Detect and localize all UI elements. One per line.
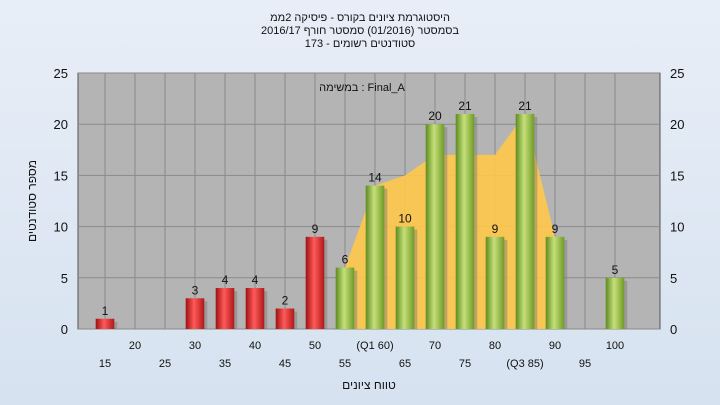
histogram-bar: [365, 185, 385, 329]
bar-value-label: 14: [368, 171, 382, 185]
bar-value-label: 9: [492, 222, 499, 236]
x-tick-label: 25: [159, 358, 171, 370]
bar-value-label: 9: [312, 222, 319, 236]
bar-value-label: 21: [518, 99, 532, 113]
x-tick-label: 15: [99, 358, 111, 370]
y-tick-label-left: 25: [54, 66, 68, 81]
y-tick-label-left: 0: [61, 322, 68, 337]
y-tick-label-right: 15: [670, 168, 684, 183]
task-label: במשימה : Final_A: [319, 82, 405, 94]
histogram-bar: [245, 288, 265, 329]
y-tick-label-left: 10: [54, 220, 68, 235]
bar-value-label: 1: [102, 304, 109, 318]
bar-value-label: 5: [612, 263, 619, 277]
y-tick-label-right: 25: [670, 66, 684, 81]
bar-value-label: 9: [552, 222, 559, 236]
histogram-bar: [515, 113, 535, 330]
x-axis-title: טווח ציונים: [342, 378, 396, 392]
x-tick-label: (Q1 60): [356, 340, 393, 352]
y-axis-title: מספר סטודנטים: [25, 160, 39, 242]
x-tick-label: 35: [219, 358, 231, 370]
x-tick-label: (Q3 85): [506, 358, 543, 370]
histogram-bar: [545, 236, 565, 329]
x-tick-label: 65: [399, 358, 411, 370]
histogram-bar: [185, 298, 205, 329]
histogram-bar: [485, 236, 505, 329]
bar-value-label: 4: [222, 273, 229, 287]
histogram-bar: [335, 267, 355, 329]
x-tick-label: 45: [279, 358, 291, 370]
bar-value-label: 4: [252, 273, 259, 287]
histogram-bar: [605, 277, 625, 329]
histogram-bar: [95, 318, 115, 329]
bar-value-label: 3: [192, 283, 199, 297]
x-tick-label: 95: [579, 358, 591, 370]
x-tick-label: 90: [549, 340, 561, 352]
bar-value-label: 6: [342, 253, 349, 267]
y-tick-label-right: 5: [670, 271, 677, 286]
x-tick-label: 80: [489, 340, 501, 352]
x-tick-label: 30: [189, 340, 201, 352]
y-tick-label-left: 15: [54, 168, 68, 183]
histogram-bar: [395, 226, 415, 329]
y-tick-label-right: 10: [670, 220, 684, 235]
chart-subtitle-semester: בסמסטר (01/2016) סמסטר חורף 2016/17: [260, 25, 460, 37]
x-tick-label: 50: [309, 340, 321, 352]
y-tick-label-left: 5: [61, 271, 68, 286]
y-tick-label-right: 20: [670, 117, 684, 132]
histogram-bar: [215, 288, 235, 329]
histogram-bar: [305, 236, 325, 329]
bar-value-label: 10: [398, 212, 412, 226]
chart-subtitle-students: סטודנטים רשומים - 173: [304, 38, 416, 50]
y-tick-label-left: 20: [54, 117, 68, 132]
x-tick-label: 70: [429, 340, 441, 352]
histogram-bar: [455, 113, 475, 330]
chart-title: היסטוגרמת ציונים בקורס - פיסיקה 2ממ: [270, 12, 450, 24]
x-tick-label: 100: [606, 340, 624, 352]
bar-value-label: 20: [428, 109, 442, 123]
x-tick-label: 20: [129, 340, 141, 352]
x-tick-label: 40: [249, 340, 261, 352]
y-tick-label-right: 0: [670, 322, 677, 337]
x-tick-label: 55: [339, 358, 351, 370]
bar-value-label: 2: [282, 294, 289, 308]
histogram-bar: [425, 124, 445, 329]
x-tick-label: 75: [459, 358, 471, 370]
histogram-bar: [275, 308, 295, 329]
bar-value-label: 21: [458, 99, 472, 113]
